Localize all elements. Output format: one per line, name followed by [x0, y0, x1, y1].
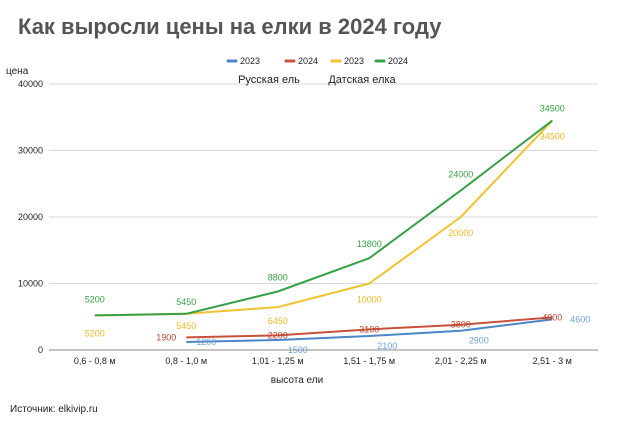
- data-label: 1900: [156, 332, 176, 342]
- y-tick-label: 10000: [18, 279, 43, 289]
- y-tick-label: 40000: [18, 79, 43, 89]
- x-tick-label: 0,8 - 1,0 м: [165, 356, 207, 366]
- series-line-2023-0: [186, 318, 553, 343]
- x-tick-label: 2,51 - 3 м: [533, 356, 572, 366]
- data-label: 2100: [377, 341, 397, 351]
- data-label: 5450: [176, 297, 196, 307]
- source-note: Источник: elkivip.ru: [10, 404, 98, 415]
- data-label: 5200: [85, 328, 105, 338]
- data-label: 2200: [268, 330, 288, 340]
- series-lines: [94, 119, 554, 343]
- data-label: 1500: [288, 345, 308, 355]
- data-label: 10000: [357, 295, 382, 305]
- y-tick-label: 0: [38, 345, 43, 355]
- legend-entry: 2023: [344, 56, 364, 66]
- series-line-2024-3: [94, 119, 553, 317]
- legend-entry: 2024: [388, 56, 408, 66]
- data-label: 34500: [540, 132, 565, 142]
- y-axis-label: цена: [6, 66, 29, 77]
- data-label: 1200: [196, 337, 216, 347]
- data-label: 8800: [268, 272, 288, 282]
- x-tick-label: 1,01 - 1,25 м: [252, 356, 304, 366]
- chart-title: Как выросли цены на елки в 2024 году: [18, 14, 442, 39]
- legend: 2023 2024 2023 2024: [226, 56, 408, 66]
- x-tick-label: 1,51 - 1,75 м: [343, 356, 395, 366]
- y-tick-label: 20000: [18, 212, 43, 222]
- axes: 0 10000 20000 30000 40000 0,6 - 0,8 м 0,8 - 1,…: [18, 79, 572, 366]
- legend-entry: 2024: [298, 56, 318, 66]
- legend-group-label-russian: Русская ель: [238, 74, 300, 86]
- data-label: 4900: [542, 312, 562, 322]
- x-tick-label: 0,6 - 0,8 м: [74, 356, 116, 366]
- x-tick-label: 2,01 - 2,25 м: [435, 356, 487, 366]
- data-label: 5200: [85, 294, 105, 304]
- data-label: 34500: [540, 104, 565, 114]
- legend-entry: 2023: [240, 56, 260, 66]
- data-label: 13800: [357, 239, 382, 249]
- data-label: 20000: [448, 228, 473, 238]
- y-tick-label: 30000: [18, 146, 43, 156]
- x-axis-label: высота ели: [271, 375, 323, 386]
- data-label: 5450: [176, 321, 196, 331]
- grid: [49, 83, 598, 351]
- series-line-2023-2: [94, 119, 554, 317]
- data-label: 4600: [570, 314, 590, 324]
- series-line-2024-1: [186, 316, 553, 339]
- data-label: 3100: [359, 324, 379, 334]
- data-label: 6450: [268, 316, 288, 326]
- data-labels: 1200 1500 2100 2900 4600 1900 2200 3100 3800 4900…: [85, 104, 591, 355]
- data-label: 2900: [469, 336, 489, 346]
- data-label: 24000: [448, 169, 473, 179]
- data-label: 3800: [451, 320, 471, 330]
- legend-group-label-danish: Датская елка: [328, 74, 396, 86]
